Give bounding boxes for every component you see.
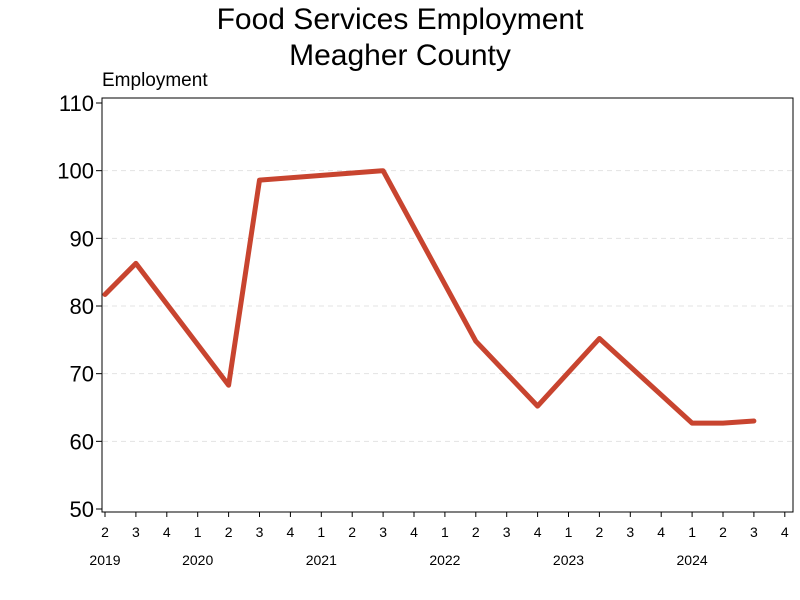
gridlines	[103, 170, 792, 442]
y-axis: 50 60 70 80 90 100 110	[57, 91, 102, 522]
y-tick-label: 100	[57, 159, 94, 184]
year-label: 2023	[553, 552, 584, 568]
year-label: 2024	[677, 552, 708, 568]
x-tick-label: 2	[719, 524, 727, 540]
x-tick-label: 1	[688, 524, 696, 540]
x-tick-label: 1	[441, 524, 449, 540]
y-tick-label: 70	[70, 362, 94, 387]
x-tick-label: 4	[163, 524, 171, 540]
x-tick-label: 4	[410, 524, 418, 540]
y-tick-label: 80	[70, 294, 94, 319]
x-tick-label: 3	[379, 524, 387, 540]
x-tick-label: 4	[657, 524, 665, 540]
y-tick-label: 90	[70, 226, 94, 251]
x-tick-label: 2	[348, 524, 356, 540]
x-tick-label: 3	[750, 524, 758, 540]
x-tick-label: 3	[132, 524, 140, 540]
x-axis: 2 3 4 1 2 3 4 1 2 3 4 1 2 3 4 1 2 3 4 1 2 3 4 2019 2020 2021 2022 2…	[89, 512, 789, 568]
x-tick-label: 1	[194, 524, 202, 540]
x-tick-label: 4	[287, 524, 295, 540]
chart-subtitle: Meagher County	[289, 39, 511, 72]
series-group	[102, 168, 757, 426]
x-tick-label: 3	[256, 524, 264, 540]
y-tick-label: 110	[59, 91, 94, 116]
series-line	[102, 168, 757, 426]
plot-frame	[101, 97, 794, 513]
year-label: 2019	[89, 552, 120, 568]
y-axis-label: Employment	[102, 70, 208, 91]
chart-title: Food Services Employment	[216, 3, 584, 36]
x-tick-label: 3	[503, 524, 511, 540]
x-tick-label: 1	[317, 524, 325, 540]
year-label: 2020	[182, 552, 213, 568]
x-tick-label: 2	[101, 524, 109, 540]
x-tick-label: 2	[596, 524, 604, 540]
y-tick-label: 50	[70, 497, 94, 522]
x-tick-label: 2	[225, 524, 233, 540]
x-tick-label: 4	[534, 524, 542, 540]
x-tick-label: 3	[626, 524, 634, 540]
x-tick-label: 4	[781, 524, 789, 540]
year-label: 2021	[306, 552, 337, 568]
x-tick-label: 1	[565, 524, 573, 540]
year-label: 2022	[429, 552, 460, 568]
y-tick-label: 60	[70, 429, 94, 454]
x-tick-label: 2	[472, 524, 480, 540]
